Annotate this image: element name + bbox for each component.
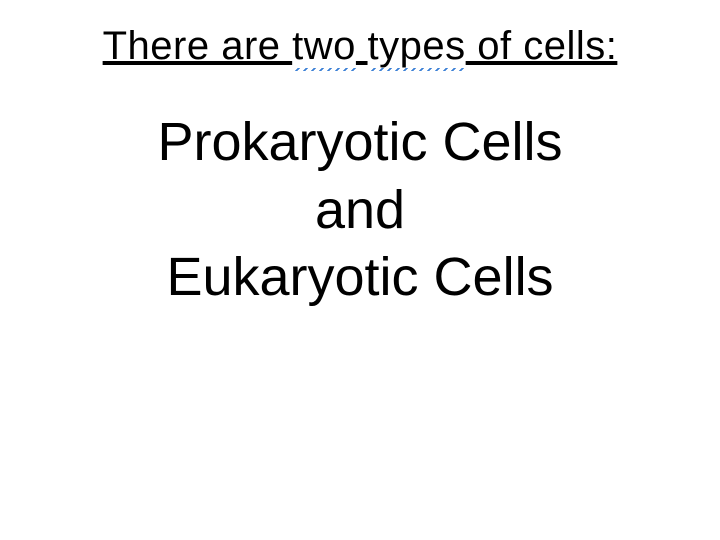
spellcheck-word-types: types <box>368 24 466 69</box>
body-line-1: Prokaryotic Cells <box>0 109 720 177</box>
body-line-2: and <box>0 177 720 245</box>
spellcheck-word-two: two <box>292 24 356 69</box>
heading-text-post: of cells: <box>466 24 618 68</box>
slide-heading: There are two types of cells: <box>0 24 720 69</box>
heading-text-pre: There are <box>103 24 293 68</box>
body-line-3: Eukaryotic Cells <box>0 244 720 312</box>
heading-text-mid <box>356 24 368 68</box>
slide-body: Prokaryotic Cells and Eukaryotic Cells <box>0 109 720 312</box>
